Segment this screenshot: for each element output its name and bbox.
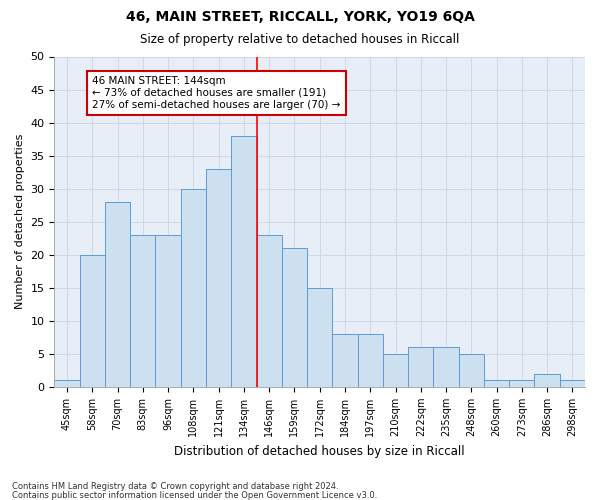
- Text: 46 MAIN STREET: 144sqm
← 73% of detached houses are smaller (191)
27% of semi-de: 46 MAIN STREET: 144sqm ← 73% of detached…: [92, 76, 341, 110]
- Text: Contains HM Land Registry data © Crown copyright and database right 2024.: Contains HM Land Registry data © Crown c…: [12, 482, 338, 491]
- Bar: [383, 354, 408, 387]
- X-axis label: Distribution of detached houses by size in Riccall: Distribution of detached houses by size …: [175, 444, 465, 458]
- Text: Size of property relative to detached houses in Riccall: Size of property relative to detached ho…: [140, 32, 460, 46]
- Bar: [105, 202, 130, 387]
- Bar: [206, 169, 231, 387]
- Bar: [80, 255, 105, 387]
- Bar: [332, 334, 358, 387]
- Bar: [433, 348, 458, 387]
- Bar: [231, 136, 257, 387]
- Bar: [282, 248, 307, 387]
- Bar: [509, 380, 535, 387]
- Text: 46, MAIN STREET, RICCALL, YORK, YO19 6QA: 46, MAIN STREET, RICCALL, YORK, YO19 6QA: [125, 10, 475, 24]
- Bar: [358, 334, 383, 387]
- Bar: [560, 380, 585, 387]
- Bar: [535, 374, 560, 387]
- Bar: [484, 380, 509, 387]
- Bar: [307, 288, 332, 387]
- Bar: [408, 348, 433, 387]
- Bar: [181, 188, 206, 387]
- Bar: [155, 235, 181, 387]
- Text: Contains public sector information licensed under the Open Government Licence v3: Contains public sector information licen…: [12, 490, 377, 500]
- Bar: [458, 354, 484, 387]
- Bar: [130, 235, 155, 387]
- Bar: [257, 235, 282, 387]
- Y-axis label: Number of detached properties: Number of detached properties: [15, 134, 25, 310]
- Bar: [55, 380, 80, 387]
